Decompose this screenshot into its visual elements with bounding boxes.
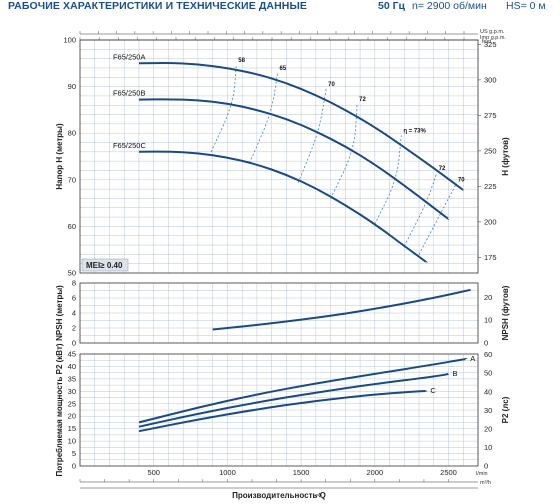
efficiency-label: 70 <box>458 177 465 183</box>
power-y2-tick-label: 60 <box>484 350 492 359</box>
npsh-y2-tick-label: 20 <box>484 293 492 302</box>
npsh-y-tick-label: 4 <box>72 309 76 318</box>
efficiency-line-4 <box>374 135 402 225</box>
power-y-axis-title: Потребляемая мощность P2 (кВт) <box>55 343 64 476</box>
head-curve-label: F65/250C <box>113 141 147 150</box>
us-gpm-label: US g.p.m. <box>480 29 505 35</box>
x-unit-label: l/min <box>476 471 488 477</box>
power-y2-axis-title: P2 (лс) <box>501 396 510 423</box>
power-y2-tick-label: 50 <box>484 369 492 378</box>
m3h-unit-label: m³/h <box>480 480 491 486</box>
x-tick-label: 1500 <box>293 468 310 477</box>
x-tick-label: 2500 <box>440 468 457 477</box>
efficiency-line-0 <box>210 65 237 152</box>
mei-badge-text: MEI≥ 0.40 <box>86 261 123 270</box>
efficiency-line-6 <box>418 184 457 255</box>
npsh-y2-tick-label: 10 <box>484 316 492 325</box>
head-y2-unit: feet <box>482 39 492 45</box>
x-axis-title: Производительность Q <box>232 491 326 500</box>
frequency-label: 50 Гц <box>378 0 406 12</box>
power-curve-B <box>138 372 450 428</box>
power-y-tick-label: 20 <box>68 412 76 421</box>
head-y-tick-label: 50 <box>68 269 76 278</box>
efficiency-line-5 <box>403 172 438 247</box>
head-y2-tick-label: 325 <box>484 40 497 49</box>
rpm-label: n= 2900 об/мин <box>412 0 487 12</box>
x-tick-label: 500 <box>147 468 160 477</box>
efficiency-label: η = 73% <box>403 129 426 135</box>
power-y-tick-label: 10 <box>68 437 76 446</box>
power-curve-A <box>138 357 468 424</box>
head-curve-F65/250A <box>138 62 464 192</box>
npsh-y2-axis-title: NPSH (футов) <box>501 285 510 340</box>
efficiency-line-2 <box>297 88 327 183</box>
efficiency-label: 72 <box>439 166 446 172</box>
power-y2-tick-label: 30 <box>484 406 492 415</box>
x-axis-arrow-icon <box>315 492 322 498</box>
head-y-tick-label: 70 <box>68 175 76 184</box>
imp-gpm-label: Imp g.p.m. <box>480 35 506 41</box>
power-y2-tick-label: 20 <box>484 424 492 433</box>
npsh-y2-tick-label: 0 <box>484 339 488 348</box>
npsh-y-tick-label: 2 <box>72 324 76 333</box>
head-y2-axis-title: H (футов) <box>501 137 510 176</box>
efficiency-label: 70 <box>328 82 335 88</box>
power-y-tick-label: 45 <box>68 350 76 359</box>
mei-badge-box <box>81 258 129 272</box>
head-y2-tick-label: 250 <box>484 146 497 155</box>
head-curve-label: F65/250B <box>113 89 146 98</box>
head-y2-tick-label: 275 <box>484 111 497 120</box>
power-y2-tick-label: 0 <box>484 462 488 471</box>
head-curve-label: F65/250A <box>113 52 146 61</box>
power-curve-C <box>138 389 428 433</box>
head-y2-tick-label: 300 <box>484 75 497 84</box>
npsh-y-tick-label: 0 <box>72 339 76 348</box>
head-y2-tick-label: 200 <box>484 217 497 226</box>
power-y2-tick-label: 40 <box>484 387 492 396</box>
power-y-tick-label: 0 <box>72 462 76 471</box>
power-panel-frame <box>79 353 479 467</box>
power-curve-label: C <box>430 386 436 395</box>
power-y2-tick-label: 10 <box>484 443 492 452</box>
head-y-tick-label: 90 <box>68 82 76 91</box>
power-curve-label: B <box>453 369 458 378</box>
power-y-tick-label: 35 <box>68 374 76 383</box>
head-y-tick-label: 60 <box>68 222 76 231</box>
power-y-tick-label: 30 <box>68 387 76 396</box>
x-tick-label: 2000 <box>366 468 383 477</box>
power-y-tick-label: 40 <box>68 362 76 371</box>
npsh-y-tick-label: 8 <box>72 279 76 288</box>
head-y-axis-title: Напор H (метры) <box>55 123 64 190</box>
efficiency-label: 58 <box>238 58 245 64</box>
suction-height-label: HS= 0 м <box>506 0 546 12</box>
power-y-tick-label: 15 <box>68 424 76 433</box>
head-y-tick-label: 80 <box>68 129 76 138</box>
power-curve-label: A <box>470 354 475 363</box>
chart-title: РАБОЧИЕ ХАРАКТЕРИСТИКИ И ТЕХНИЧЕСКИЕ ДАН… <box>8 0 307 12</box>
head-y2-tick-label: 175 <box>484 253 497 262</box>
page-header: РАБОЧИЕ ХАРАКТЕРИСТИКИ И ТЕХНИЧЕСКИЕ ДАН… <box>0 0 560 14</box>
head-curve-F65/250B <box>138 98 450 220</box>
efficiency-label: 65 <box>280 66 287 72</box>
head-curve-F65/250C <box>138 150 428 264</box>
power-y-tick-label: 25 <box>68 399 76 408</box>
head-y-tick-label: 100 <box>63 36 76 45</box>
npsh-y-tick-label: 6 <box>72 294 76 303</box>
power-y-tick-label: 5 <box>72 449 76 458</box>
efficiency-label: 72 <box>359 97 366 103</box>
npsh-panel-frame <box>79 282 479 344</box>
x-tick-label: 1000 <box>219 468 236 477</box>
npsh-curve <box>212 288 471 331</box>
head-y2-tick-label: 225 <box>484 182 497 191</box>
npsh-y-axis-title: NPSH (метры) <box>55 285 64 341</box>
